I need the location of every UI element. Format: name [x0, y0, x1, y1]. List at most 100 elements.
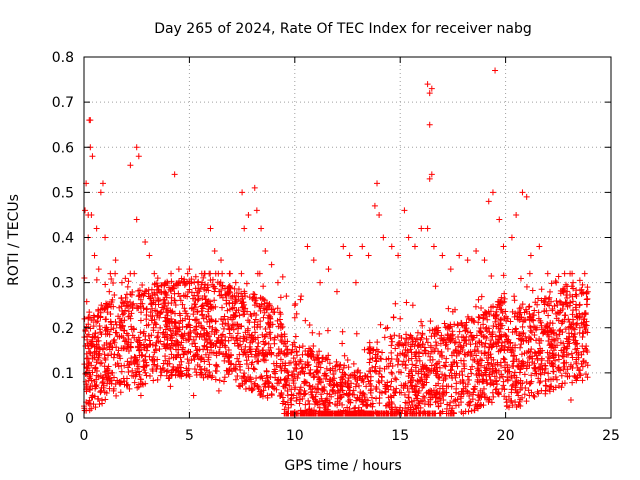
- data-point: [296, 344, 303, 351]
- data-point: [156, 314, 163, 321]
- data-point: [388, 404, 395, 411]
- data-point: [153, 290, 160, 297]
- data-point: [243, 280, 250, 287]
- data-point: [177, 297, 184, 304]
- data-point: [233, 289, 240, 296]
- data-point: [402, 341, 409, 348]
- data-point: [535, 390, 542, 397]
- data-point: [535, 366, 542, 373]
- data-point: [278, 391, 285, 398]
- data-point: [251, 319, 258, 326]
- data-point: [163, 333, 170, 340]
- data-point: [124, 341, 131, 348]
- data-point: [373, 410, 380, 417]
- data-point: [426, 175, 433, 182]
- data-point: [489, 363, 496, 370]
- data-point: [251, 381, 258, 388]
- data-point: [458, 319, 465, 326]
- data-point: [428, 85, 435, 92]
- data-point: [250, 336, 257, 343]
- data-point: [102, 396, 109, 403]
- data-point: [226, 354, 233, 361]
- data-point: [512, 399, 519, 406]
- data-point: [204, 318, 211, 325]
- data-point: [302, 407, 309, 414]
- data-point: [446, 324, 453, 331]
- data-point: [357, 389, 364, 396]
- data-point: [117, 319, 124, 326]
- data-point: [427, 387, 434, 394]
- data-point: [330, 382, 337, 389]
- data-point: [113, 392, 120, 399]
- data-point: [561, 359, 568, 366]
- data-point: [328, 393, 335, 400]
- data-point: [256, 270, 263, 277]
- data-point: [488, 399, 495, 406]
- data-point: [296, 360, 303, 367]
- data-point: [185, 360, 192, 367]
- data-point: [182, 308, 189, 315]
- data-point: [354, 368, 361, 375]
- data-point: [457, 343, 464, 350]
- data-point: [570, 320, 577, 327]
- data-point: [292, 343, 299, 350]
- data-point: [418, 318, 425, 325]
- data-point: [292, 384, 299, 391]
- data-point: [405, 394, 412, 401]
- data-point: [110, 387, 117, 394]
- data-point: [555, 317, 562, 324]
- data-point: [531, 393, 538, 400]
- data-point: [367, 356, 374, 363]
- data-point: [103, 367, 110, 374]
- data-point: [529, 287, 536, 294]
- data-point: [271, 309, 278, 316]
- data-point: [545, 354, 552, 361]
- data-point: [277, 364, 284, 371]
- data-point: [301, 387, 308, 394]
- data-point: [189, 295, 196, 302]
- data-point: [495, 367, 502, 374]
- data-point: [90, 312, 97, 319]
- data-point: [366, 350, 373, 357]
- data-point: [297, 384, 304, 391]
- data-point: [324, 390, 331, 397]
- data-point: [252, 316, 259, 323]
- data-point: [137, 317, 144, 324]
- data-point: [191, 365, 198, 372]
- data-point: [383, 402, 390, 409]
- data-point: [306, 383, 313, 390]
- data-point: [453, 380, 460, 387]
- data-point: [211, 297, 218, 304]
- data-point: [171, 340, 178, 347]
- data-point: [241, 225, 248, 232]
- data-point: [508, 234, 515, 241]
- data-point: [257, 392, 264, 399]
- data-point: [133, 216, 140, 223]
- data-point: [469, 396, 476, 403]
- data-point: [511, 313, 518, 320]
- data-point: [506, 368, 513, 375]
- data-point: [125, 368, 132, 375]
- data-point: [306, 321, 313, 328]
- data-point: [195, 319, 202, 326]
- data-point: [98, 387, 105, 394]
- data-point: [315, 381, 322, 388]
- data-point: [285, 404, 292, 411]
- data-point: [135, 153, 142, 160]
- data-point: [485, 198, 492, 205]
- data-point: [552, 351, 559, 358]
- data-point: [178, 339, 185, 346]
- data-point: [413, 357, 420, 364]
- data-point: [454, 363, 461, 370]
- data-point: [313, 389, 320, 396]
- data-point: [255, 385, 262, 392]
- data-point: [409, 302, 416, 309]
- data-point: [572, 304, 579, 311]
- data-point: [104, 326, 111, 333]
- data-point: [439, 371, 446, 378]
- data-point: [447, 321, 454, 328]
- data-point: [388, 342, 395, 349]
- data-point: [481, 257, 488, 264]
- data-point: [129, 304, 136, 311]
- data-point: [472, 340, 479, 347]
